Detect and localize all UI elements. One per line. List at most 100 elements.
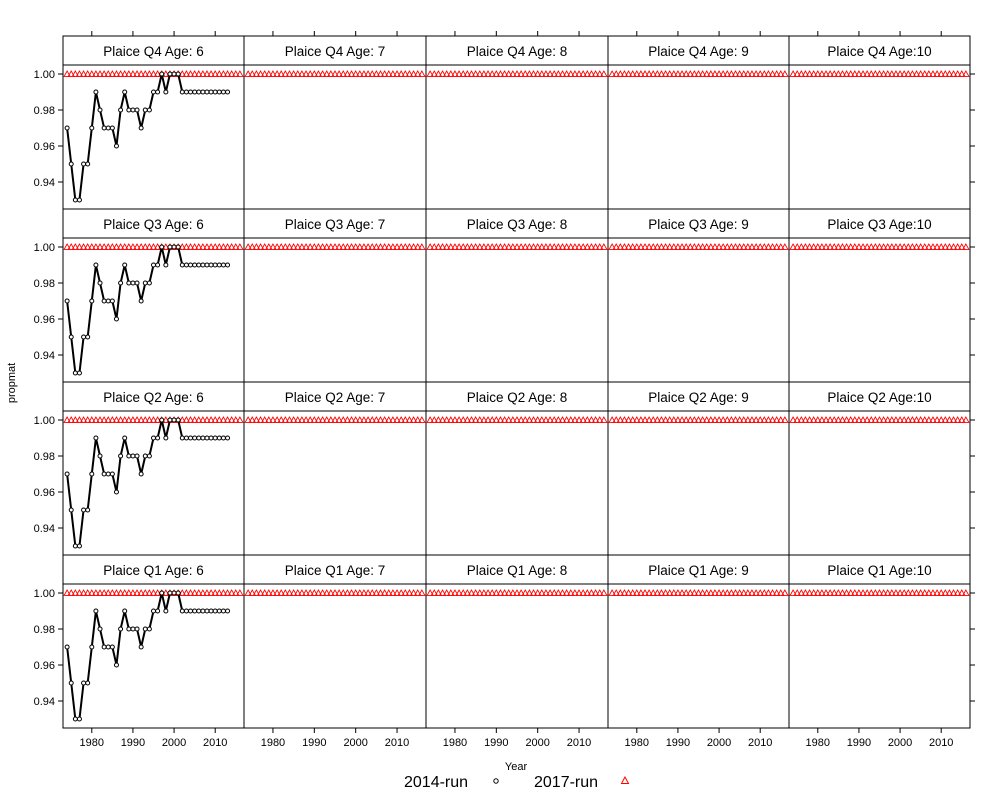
data-point-2017-run [281, 243, 290, 250]
data-point-2014-run [68, 161, 74, 167]
data-point-2017-run [793, 589, 801, 596]
panel: Plaice Q4 Age: 8 [425, 35, 609, 210]
data-point-2014-run [188, 262, 194, 268]
data-point-2017-run [521, 416, 530, 423]
data-point-2017-run [793, 243, 801, 250]
y-axis-title: propmat [6, 363, 18, 403]
data-point-2014-run [212, 262, 218, 268]
data-point-2014-run [138, 471, 144, 477]
data-point-2017-run [542, 416, 550, 423]
data-point-2017-run [509, 416, 517, 423]
data-point-2017-run [674, 416, 682, 423]
data-point-2014-run [142, 107, 148, 113]
data-point-2017-run [137, 70, 145, 77]
data-point-2017-run [834, 70, 843, 77]
data-point-2017-run [600, 243, 608, 250]
data-point-2017-run [538, 243, 546, 250]
panel-title: Plaice Q2 Age: 8 [467, 390, 568, 405]
panel-strip [608, 382, 789, 411]
data-point-2017-run [393, 70, 401, 77]
data-point-2017-run [364, 416, 372, 423]
data-point-2017-run [764, 416, 773, 423]
data-point-2017-run [265, 589, 273, 596]
data-point-2017-run [863, 70, 871, 77]
y-tick-label: 0.94 [34, 177, 55, 189]
data-point-2017-run [739, 243, 748, 250]
data-point-2014-run [204, 89, 210, 95]
data-point-2014-run [204, 435, 210, 441]
panel: Plaice Q3 Age: 7 [243, 208, 427, 383]
data-point-2017-run [298, 416, 306, 423]
data-point-2017-run [711, 589, 719, 596]
data-point-2017-run [789, 416, 797, 423]
data-point-2017-run [768, 589, 777, 596]
data-point-2017-run [265, 243, 273, 250]
data-point-2017-run [649, 243, 658, 250]
data-point-2017-run [941, 243, 950, 250]
data-point-2017-run [842, 416, 851, 423]
data-point-2017-run [521, 70, 530, 77]
data-point-2017-run [641, 589, 649, 596]
data-point-2017-run [426, 70, 434, 77]
x-tick-label: 2000 [888, 737, 912, 749]
data-point-2017-run [900, 243, 908, 250]
data-point-2017-run [455, 589, 463, 596]
data-point-2017-run [223, 243, 232, 250]
data-point-2017-run [281, 416, 290, 423]
data-point-2017-run [351, 243, 360, 250]
data-point-2017-run [492, 243, 501, 250]
panel-title: Plaice Q1 Age:10 [827, 563, 931, 578]
data-point-2014-run [200, 608, 206, 614]
data-point-2017-run [343, 243, 352, 250]
data-point-2017-run [562, 589, 571, 596]
data-point-2017-run [476, 416, 484, 423]
data-point-2017-run [380, 589, 389, 596]
data-point-2017-run [608, 416, 616, 423]
data-point-2014-run [175, 244, 181, 250]
panel: Plaice Q3 Age: 8 [425, 208, 609, 383]
data-point-2017-run [322, 589, 331, 596]
data-point-2017-run [314, 416, 323, 423]
data-point-2017-run [949, 589, 958, 596]
data-point-2017-run [504, 589, 513, 596]
x-tick-label: 2010 [748, 737, 772, 749]
data-point-2017-run [888, 589, 896, 596]
data-point-2017-run [88, 243, 96, 250]
data-point-2017-run [426, 243, 434, 250]
data-point-2017-run [793, 416, 801, 423]
data-point-2017-run [476, 70, 484, 77]
data-point-2017-run [916, 70, 925, 77]
data-point-2017-run [294, 243, 302, 250]
data-point-2017-run [244, 70, 252, 77]
data-point-2017-run [100, 243, 108, 250]
data-point-2017-run [256, 70, 265, 77]
data-point-2014-run [200, 435, 206, 441]
data-point-2017-run [322, 416, 331, 423]
data-point-2017-run [645, 589, 653, 596]
data-point-2017-run [463, 243, 472, 250]
data-point-2017-run [405, 416, 414, 423]
data-point-2017-run [805, 416, 814, 423]
data-point-2014-run [155, 89, 161, 95]
data-point-2017-run [533, 589, 542, 596]
data-point-2014-run [208, 608, 214, 614]
data-point-2017-run [772, 70, 781, 77]
data-point-2017-run [690, 589, 699, 596]
data-point-2017-run [558, 416, 567, 423]
data-point-2017-run [294, 70, 302, 77]
data-point-2014-run [146, 453, 152, 459]
data-point-2017-run [459, 416, 467, 423]
data-point-2017-run [595, 589, 604, 596]
data-point-2017-run [608, 70, 616, 77]
data-point-2017-run [182, 70, 191, 77]
data-point-2017-run [104, 416, 113, 423]
data-point-2017-run [612, 243, 620, 250]
data-point-2017-run [649, 416, 658, 423]
data-point-2014-run [89, 644, 95, 650]
data-point-2017-run [116, 243, 125, 250]
data-point-2017-run [153, 70, 162, 77]
data-point-2017-run [368, 70, 376, 77]
data-point-2017-run [941, 416, 950, 423]
data-point-2017-run [752, 589, 760, 596]
data-point-2017-run [896, 243, 904, 250]
